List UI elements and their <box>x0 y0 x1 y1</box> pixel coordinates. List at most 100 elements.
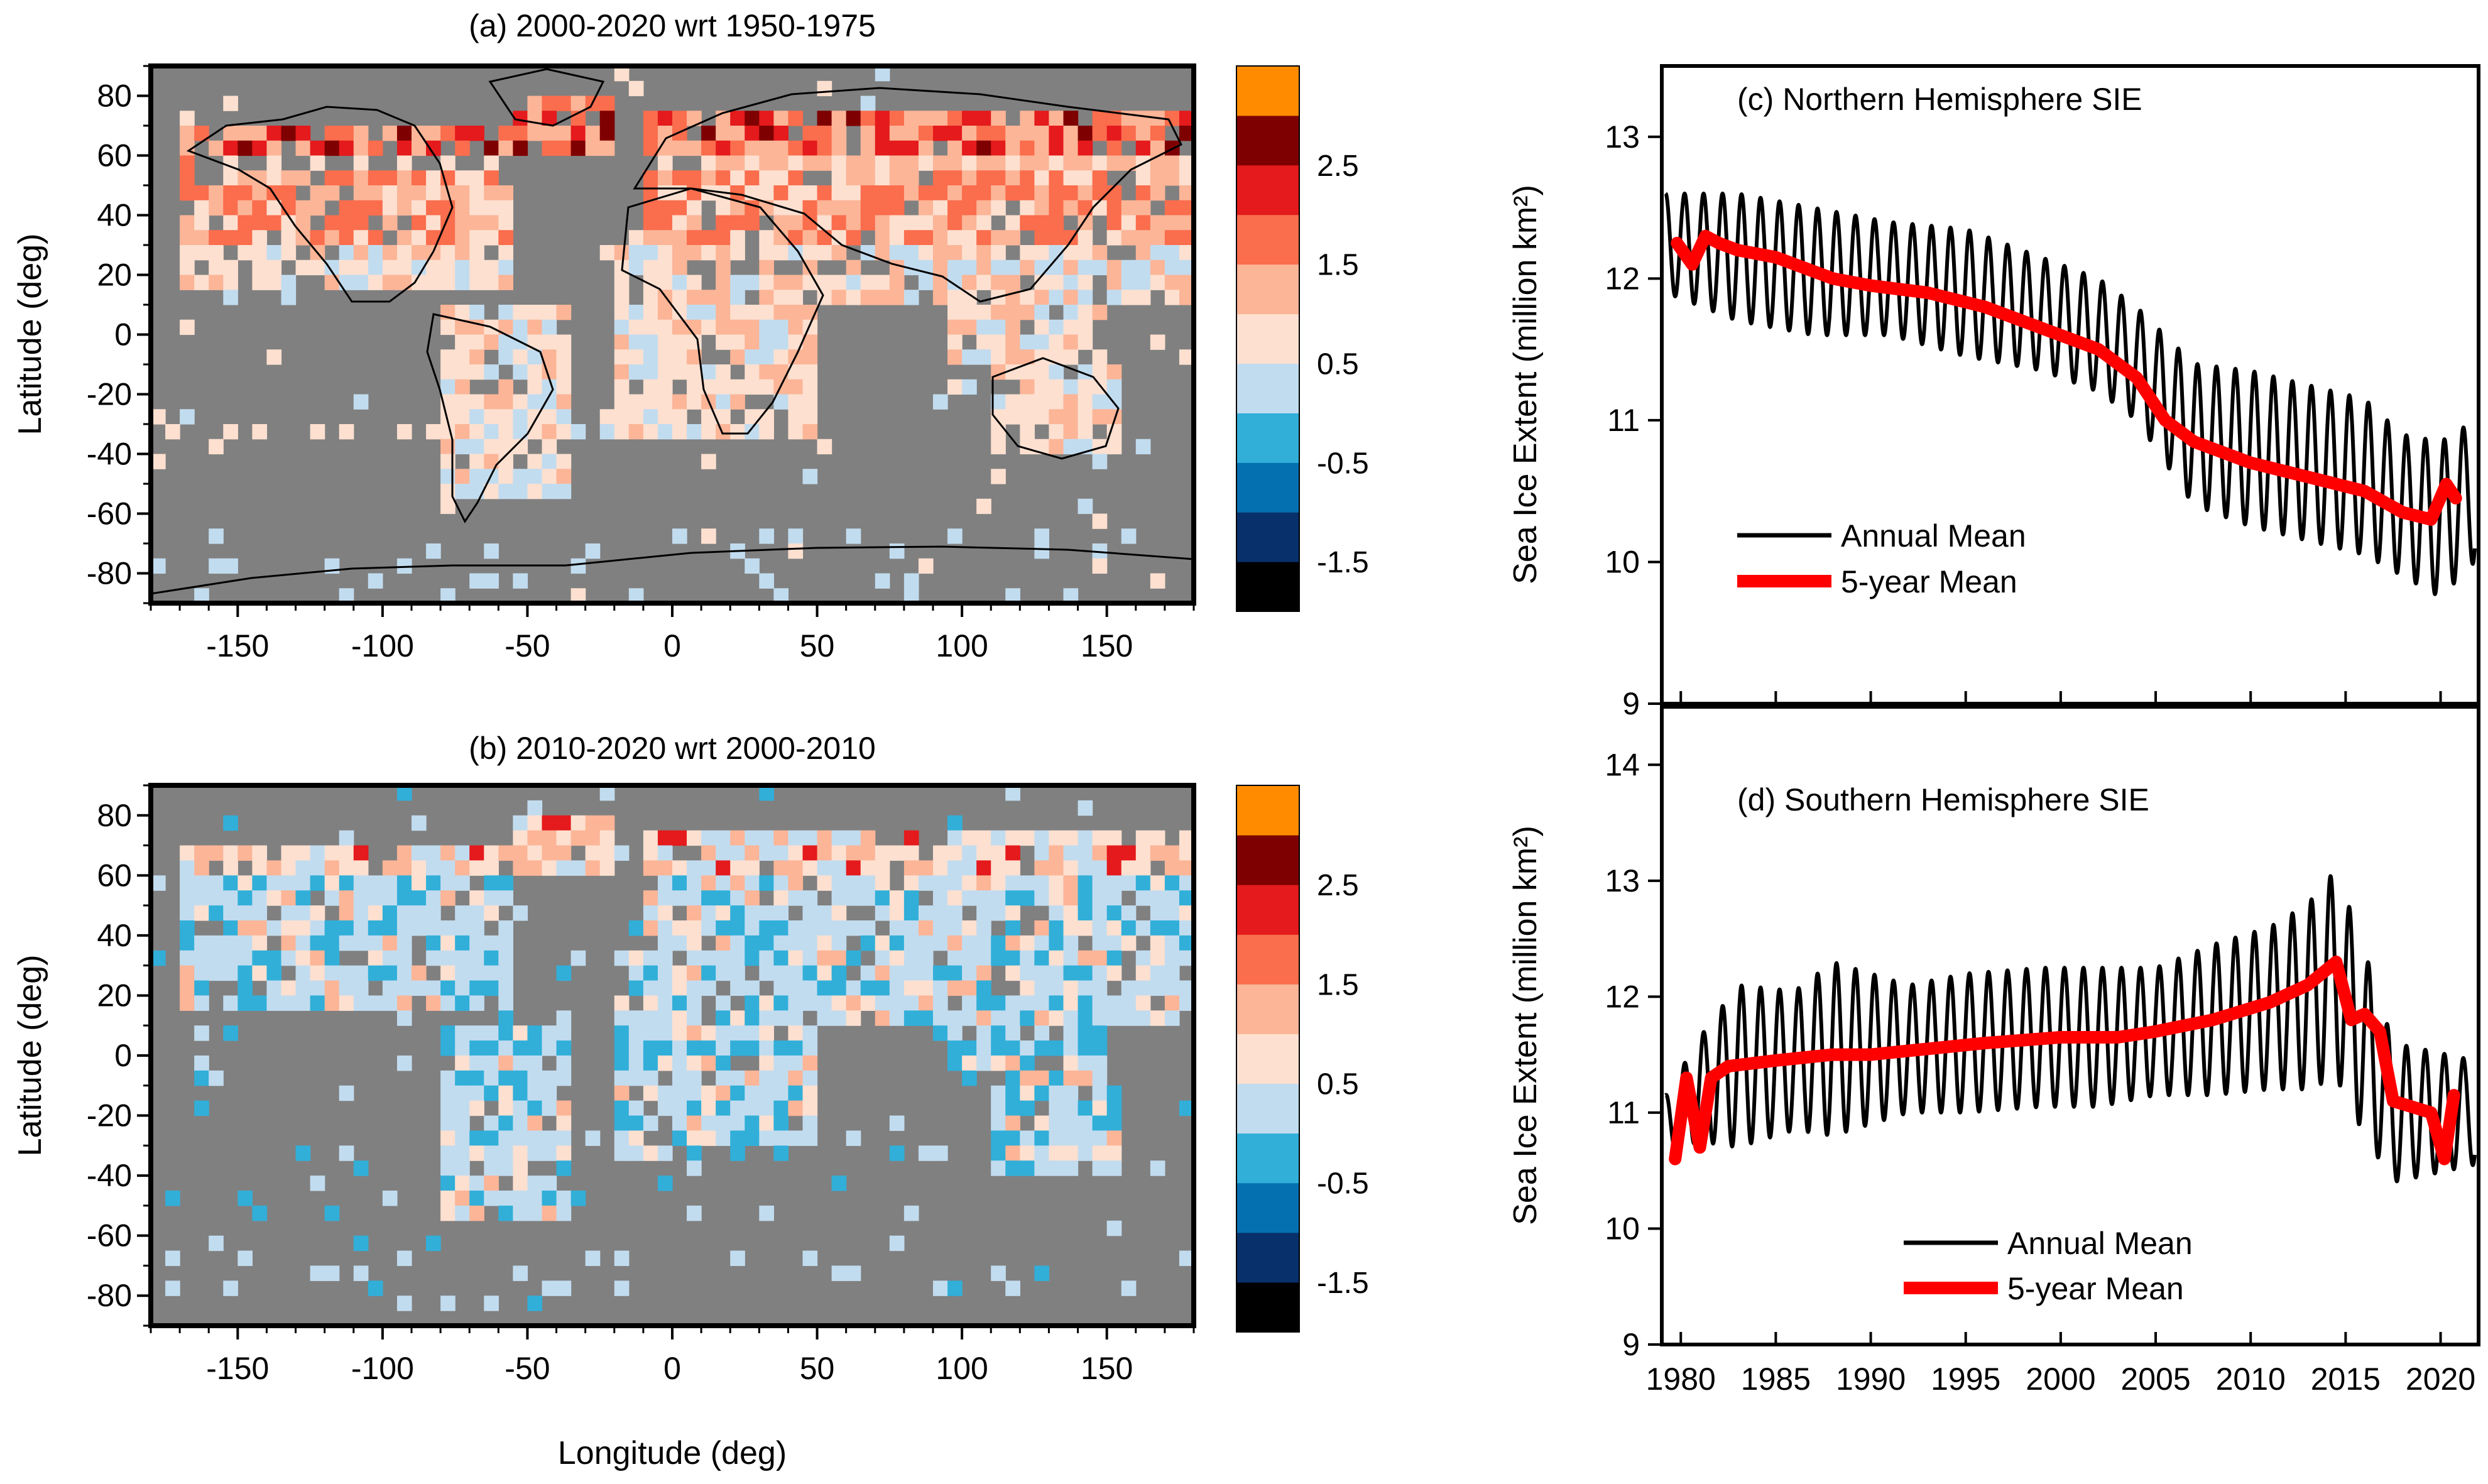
grid-cell <box>1005 845 1020 861</box>
grid-cell <box>455 1205 470 1221</box>
grid-cell <box>628 80 644 97</box>
grid-cell <box>396 1010 412 1026</box>
grid-cell <box>1034 349 1050 365</box>
grid-cell <box>469 890 484 906</box>
grid-cell <box>773 111 789 126</box>
grid-cell <box>759 170 774 186</box>
grid-cell <box>687 245 702 261</box>
grid-cell <box>1034 860 1050 876</box>
grid-cell <box>1020 126 1035 141</box>
grid-cell <box>991 334 1006 350</box>
grid-cell <box>903 845 919 861</box>
grid-cell <box>339 588 354 603</box>
grid-cell <box>773 935 789 951</box>
grid-cell <box>1135 245 1151 261</box>
grid-cell <box>542 140 557 156</box>
grid-cell <box>716 140 731 156</box>
grid-cell <box>817 980 832 996</box>
grid-cell <box>802 845 818 861</box>
grid-cell <box>339 200 354 216</box>
grid-cell <box>657 1056 673 1071</box>
grid-cell <box>1150 140 1165 156</box>
grid-cell <box>368 905 383 921</box>
grid-cell <box>542 439 557 455</box>
grid-cell <box>295 259 311 276</box>
x-tick-label: 2015 <box>2311 1361 2381 1397</box>
grid-cell <box>628 334 644 350</box>
grid-cell <box>716 319 731 336</box>
y-tick-label: -80 <box>87 1278 132 1313</box>
map-a-coastlines <box>151 68 1194 595</box>
grid-cell <box>991 439 1006 455</box>
grid-cell <box>223 290 238 305</box>
grid-cell <box>1164 890 1180 906</box>
grid-cell <box>643 845 658 861</box>
grid-cell <box>773 140 789 156</box>
grid-cell <box>889 920 905 936</box>
x-tick-label: 50 <box>800 1351 835 1386</box>
grid-cell <box>237 200 253 216</box>
grid-cell <box>1135 259 1151 276</box>
grid-cell <box>976 170 991 186</box>
grid-cell <box>310 1265 325 1281</box>
grid-cell <box>324 259 340 276</box>
grid-cell <box>194 905 209 921</box>
grid-cell <box>1063 1070 1079 1086</box>
grid-cell <box>1164 230 1180 246</box>
grid-cell <box>527 305 543 320</box>
grid-cell <box>1005 140 1020 156</box>
grid-cell <box>788 965 804 981</box>
x-tick-label: -150 <box>206 1351 269 1386</box>
grid-cell <box>1063 905 1079 921</box>
grid-cell <box>773 950 789 966</box>
grid-cell <box>889 890 905 906</box>
grid-cell <box>194 588 209 603</box>
grid-cell <box>903 185 919 201</box>
grid-cell <box>295 950 311 966</box>
grid-cell <box>991 424 1006 440</box>
grid-cell <box>396 245 412 261</box>
grid-cell <box>469 259 484 276</box>
grid-cell <box>730 424 745 440</box>
grid-cell <box>455 305 470 320</box>
grid-cell <box>324 965 340 981</box>
grid-cell <box>730 965 745 981</box>
grid-cell <box>875 875 890 891</box>
grid-cell <box>701 1085 716 1101</box>
grid-cell <box>1135 170 1151 186</box>
grid-cell <box>903 259 919 276</box>
grid-cell <box>1106 950 1122 966</box>
grid-cell <box>1150 935 1165 951</box>
grid-cell <box>716 379 731 395</box>
grid-cell <box>266 875 282 891</box>
grid-cell <box>976 259 991 276</box>
grid-cell <box>484 875 499 891</box>
grid-cell <box>498 126 513 141</box>
grid-cell <box>353 140 369 156</box>
grid-cell <box>223 185 238 201</box>
grid-cell <box>295 1145 311 1161</box>
grid-cell <box>672 245 687 261</box>
grid-cell <box>903 1205 919 1221</box>
grid-cell <box>802 1115 818 1132</box>
grid-cell <box>759 1115 774 1132</box>
grid-cell <box>1179 860 1194 876</box>
grid-cell <box>469 469 484 484</box>
grid-cell <box>614 305 630 320</box>
grid-cell <box>701 364 716 380</box>
grid-cell <box>1078 170 1093 186</box>
grid-cell <box>484 573 499 589</box>
grid-cell <box>991 1085 1006 1101</box>
grid-cell <box>455 439 470 455</box>
grid-cell <box>817 80 832 97</box>
grid-cell <box>643 170 658 186</box>
grid-cell <box>1092 890 1108 906</box>
grid-cell <box>918 275 934 290</box>
grid-cell <box>498 965 513 981</box>
grid-cell <box>701 305 716 320</box>
grid-cell <box>643 920 658 936</box>
grid-cell <box>440 875 456 891</box>
grid-cell <box>368 875 383 891</box>
colorbar-frame <box>1236 785 1300 1333</box>
grid-cell <box>730 111 745 126</box>
